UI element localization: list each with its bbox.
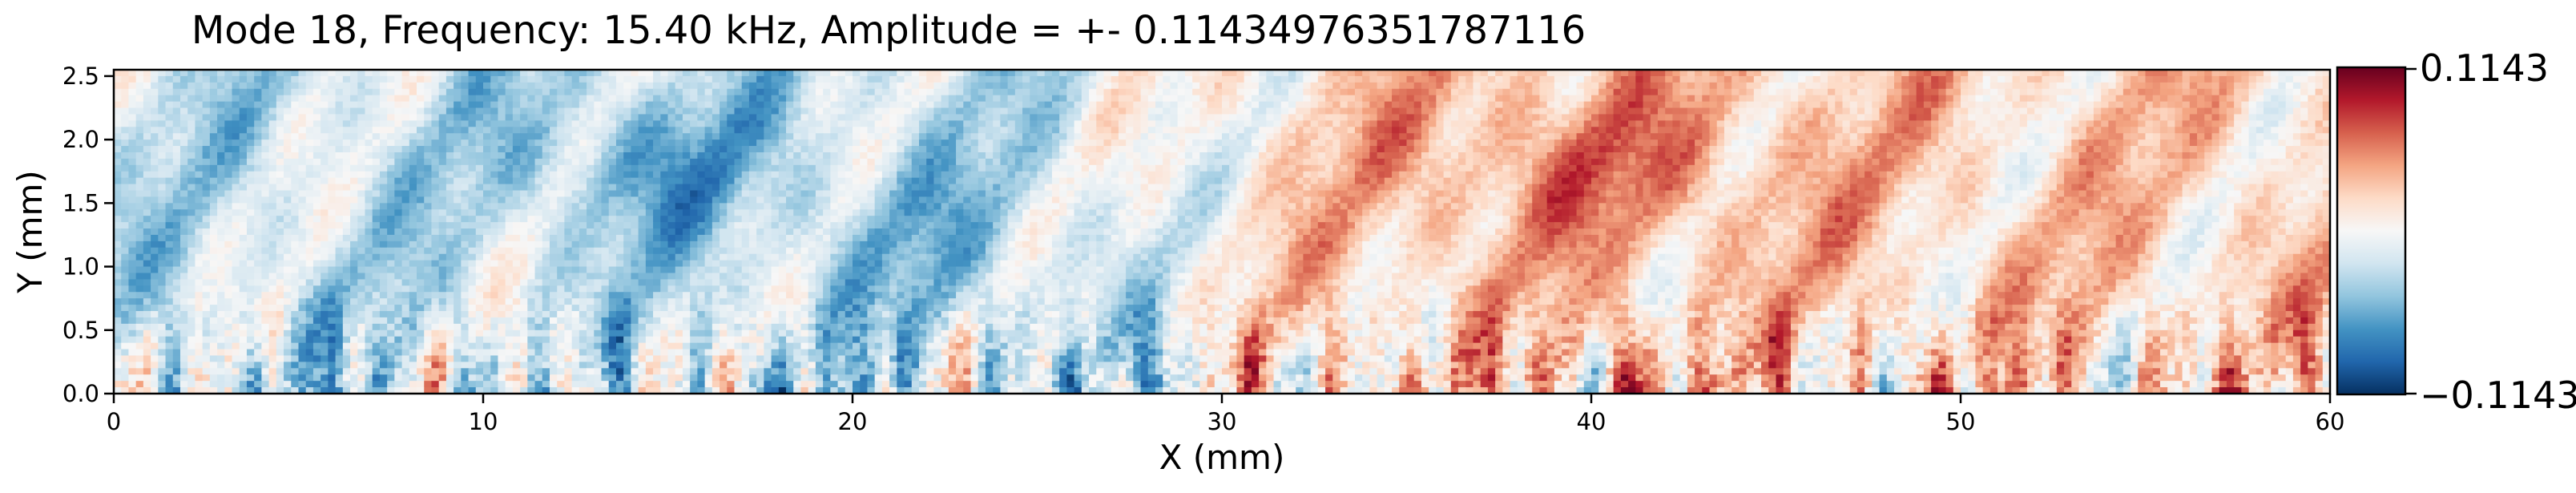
x-axis-ticks: 0 10 20 30 40 50 60 [107,394,2345,435]
x-tick-label: 50 [1946,408,1976,435]
y-axis-label: Y (mm) [10,170,50,294]
x-tick-label: 20 [838,408,868,435]
y-tick-label: 0.0 [62,380,99,407]
y-tick-label: 1.5 [62,189,99,216]
y-tick-label: 2.0 [62,126,99,153]
x-tick-label: 0 [107,408,121,435]
x-tick-label: 10 [469,408,498,435]
y-axis-ticks: 0.0 0.5 1.0 1.5 2.0 2.5 [62,63,114,407]
x-tick-label: 40 [1577,408,1606,435]
y-tick-label: 0.5 [62,317,99,344]
heatmap [114,70,2331,394]
colorbar [2336,66,2407,396]
colorbar-max-label: 0.1143 [2420,46,2549,90]
x-tick-label: 30 [1207,408,1237,435]
y-tick-label: 2.5 [62,63,99,90]
x-tick-label: 60 [2316,408,2345,435]
y-tick-label: 1.0 [62,253,99,281]
colorbar-min-label: −0.1143 [2420,374,2576,417]
chart-title: Mode 18, Frequency: 15.40 kHz, Amplitude… [191,8,1586,53]
x-axis-label: X (mm) [1159,438,1285,477]
